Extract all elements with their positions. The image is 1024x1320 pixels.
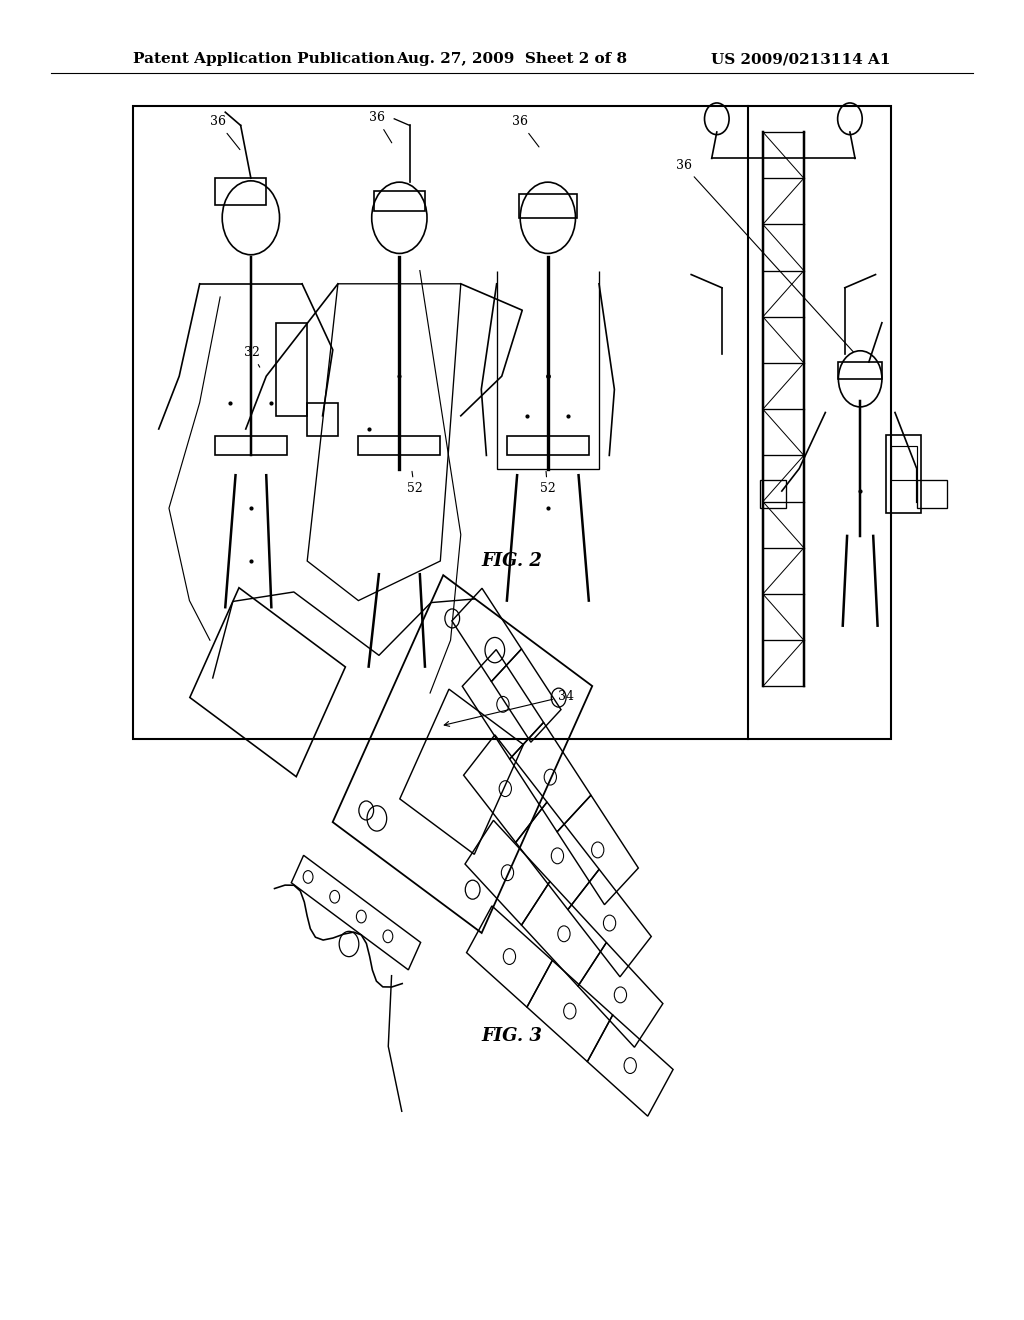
Bar	[760, 480, 786, 508]
Text: Patent Application Publication: Patent Application Publication	[133, 53, 395, 66]
Text: Aug. 27, 2009  Sheet 2 of 8: Aug. 27, 2009 Sheet 2 of 8	[396, 53, 628, 66]
Bar	[507, 436, 589, 455]
Bar	[307, 403, 338, 436]
Bar	[891, 446, 916, 480]
Bar	[519, 194, 577, 218]
Text: 36: 36	[369, 111, 392, 143]
Bar	[916, 480, 947, 508]
Text: FIG. 3: FIG. 3	[481, 1027, 543, 1045]
Text: FIG. 2: FIG. 2	[481, 552, 543, 570]
Bar	[133, 106, 891, 739]
Text: 32: 32	[244, 346, 260, 367]
Bar	[215, 436, 287, 455]
Text: 36: 36	[676, 158, 853, 351]
Text: US 2009/0213114 A1: US 2009/0213114 A1	[712, 53, 891, 66]
Bar	[839, 362, 882, 379]
Bar	[886, 436, 922, 513]
Bar	[374, 191, 425, 211]
Text: 34: 34	[444, 689, 574, 726]
Text: 52: 52	[540, 471, 555, 495]
Bar	[358, 436, 440, 455]
Text: 52: 52	[407, 471, 422, 495]
Text: 36: 36	[210, 115, 240, 149]
Bar	[215, 178, 266, 205]
Bar	[276, 323, 307, 416]
Text: 36: 36	[512, 115, 539, 147]
